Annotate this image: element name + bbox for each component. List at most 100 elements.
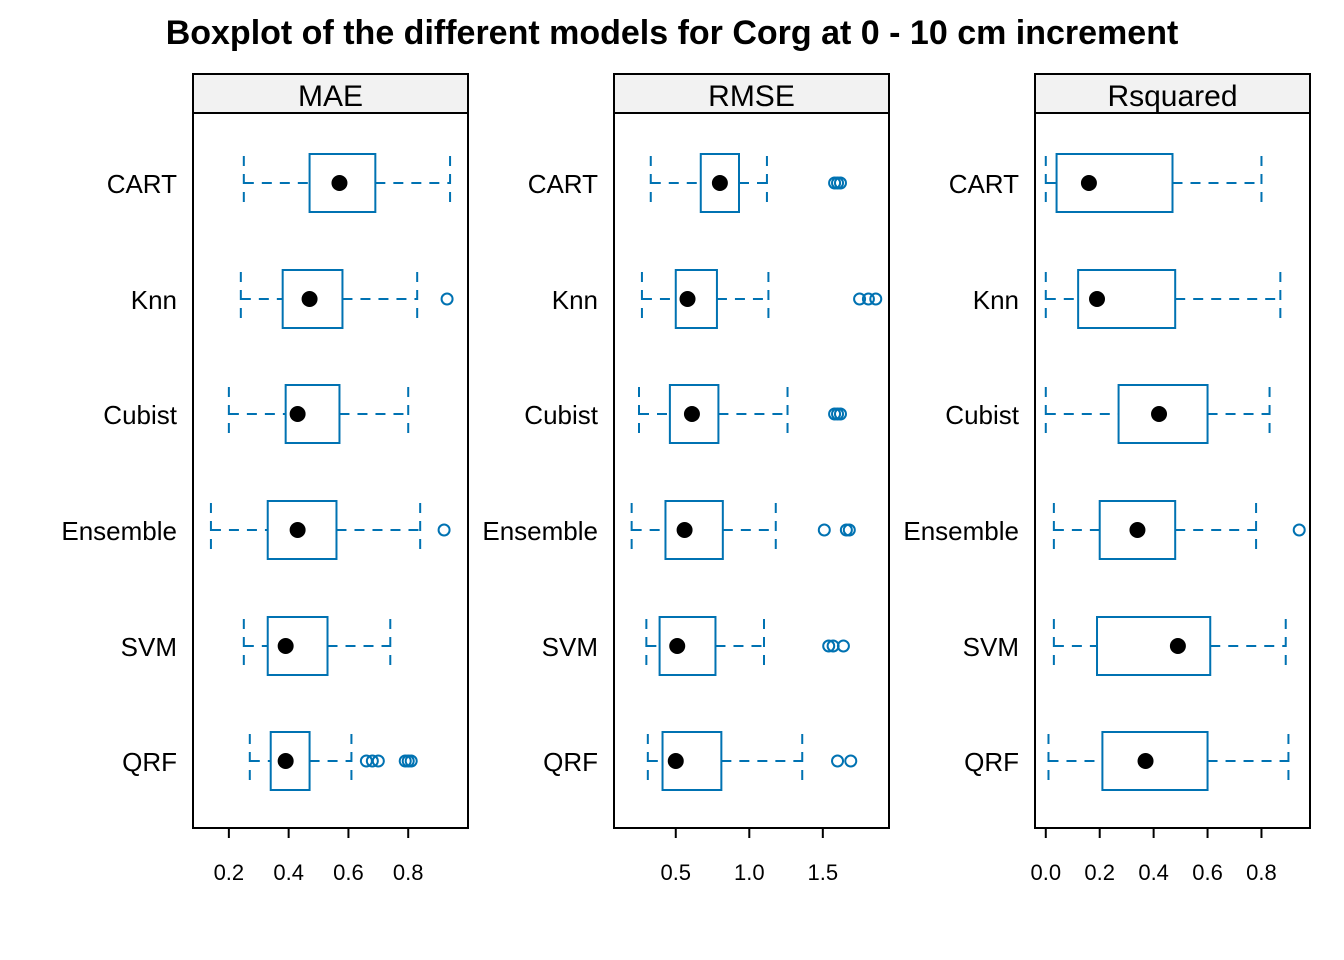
x-tick-label: 0.6 — [333, 860, 364, 885]
median-dot — [711, 175, 728, 191]
outlier-point — [440, 292, 454, 306]
category-label: Cubist — [524, 400, 598, 430]
x-tick-label: 0.5 — [660, 860, 691, 885]
box-svm — [645, 616, 850, 676]
box-svm — [1052, 616, 1287, 676]
box-svm — [242, 616, 392, 676]
panel-frame — [192, 112, 469, 829]
outlier-point — [831, 754, 845, 768]
box-cart — [242, 153, 452, 213]
category-label: Cubist — [945, 400, 1019, 430]
median-dot — [683, 406, 700, 422]
outlier-point — [833, 176, 847, 190]
box-ensemble — [209, 500, 451, 560]
iqr-box — [1096, 616, 1212, 676]
box-qrf — [248, 731, 418, 791]
x-tick-label: 1.5 — [808, 860, 839, 885]
median-dot — [1129, 522, 1146, 538]
panel-frame — [1034, 112, 1311, 829]
iqr-box — [668, 384, 720, 444]
median-dot — [1169, 638, 1186, 654]
x-tick-label: 0.0 — [1030, 860, 1061, 885]
category-label: Knn — [131, 285, 177, 315]
category-label: SVM — [121, 632, 177, 662]
iqr-box — [1117, 384, 1209, 444]
median-dot — [277, 753, 294, 769]
box-cubist — [638, 384, 847, 444]
category-label: CART — [107, 169, 177, 199]
outlier-point — [836, 639, 850, 653]
outlier-point — [365, 754, 379, 768]
median-dot — [1137, 753, 1154, 769]
outlier-point — [817, 523, 831, 537]
box-cart — [649, 153, 847, 213]
outlier-point — [844, 754, 858, 768]
outlier-point — [853, 292, 867, 306]
panel-strip — [192, 73, 469, 114]
panel-strip — [1034, 73, 1311, 114]
category-label: CART — [949, 169, 1019, 199]
median-dot — [679, 291, 696, 307]
outlier-point — [842, 523, 856, 537]
median-dot — [331, 175, 348, 191]
panels: MAE 0.2 0.4 0.6 0.8 CART Knn Cubist Ensemble SVM Q… — [61, 73, 1311, 885]
outlier-point — [371, 754, 385, 768]
panel-frame — [613, 112, 890, 829]
x-tick-label: 0.2 — [1084, 860, 1115, 885]
category-label: Ensemble — [61, 516, 177, 546]
outlier-point — [404, 754, 418, 768]
outlier-point — [833, 407, 847, 421]
category-label: Knn — [552, 285, 598, 315]
box-knn — [239, 269, 454, 329]
median-dot — [1089, 291, 1106, 307]
median-dot — [301, 291, 318, 307]
outlier-point — [822, 639, 836, 653]
panel-strip-label: RMSE — [708, 80, 795, 113]
iqr-box — [266, 616, 329, 676]
panel-rmse: RMSE 0.5 1.0 1.5 CART Knn Cubist Ensemble SVM QRF — [482, 73, 890, 885]
median-dot — [289, 522, 306, 538]
iqr-box — [1055, 153, 1174, 213]
iqr-box — [1101, 731, 1209, 791]
panel-strip-label: MAE — [298, 80, 363, 113]
box-cart — [1044, 153, 1263, 213]
category-label: CART — [528, 169, 598, 199]
box-qrf — [646, 731, 858, 791]
chart-title: Boxplot of the different models for Corg… — [166, 14, 1179, 52]
category-label: QRF — [543, 747, 598, 777]
x-tick-label: 0.4 — [1138, 860, 1169, 885]
category-label: QRF — [122, 747, 177, 777]
median-dot — [1151, 406, 1168, 422]
category-label: QRF — [964, 747, 1019, 777]
category-label: SVM — [963, 632, 1019, 662]
outlier-point — [1292, 523, 1306, 537]
x-tick-label: 0.8 — [1246, 860, 1277, 885]
median-dot — [289, 406, 306, 422]
box-ensemble — [1052, 500, 1306, 560]
panel-mae: MAE 0.2 0.4 0.6 0.8 CART Knn Cubist Ensemble SVM Q… — [61, 73, 469, 885]
category-label: Cubist — [103, 400, 177, 430]
median-dot — [669, 638, 686, 654]
box-ensemble — [630, 500, 856, 560]
x-tick-label: 0.4 — [273, 860, 304, 885]
category-label: Knn — [973, 285, 1019, 315]
iqr-box — [658, 616, 717, 676]
panel-rsquared: Rsquared 0.0 0.2 0.4 0.6 0.8 CART Knn Cubist Ense… — [903, 73, 1311, 885]
panel-strip-label: Rsquared — [1107, 80, 1237, 113]
x-tick-label: 1.0 — [734, 860, 765, 885]
box-knn — [640, 269, 883, 329]
median-dot — [676, 522, 693, 538]
iqr-box — [664, 500, 724, 560]
x-tick-label: 0.6 — [1192, 860, 1223, 885]
x-tick-label: 0.8 — [393, 860, 424, 885]
outlier-point — [861, 292, 875, 306]
category-label: Ensemble — [482, 516, 598, 546]
median-dot — [1080, 175, 1097, 191]
category-label: Ensemble — [903, 516, 1019, 546]
category-label: SVM — [542, 632, 598, 662]
outlier-point — [869, 292, 883, 306]
outlier-point — [437, 523, 451, 537]
box-qrf — [1047, 731, 1290, 791]
box-knn — [1044, 269, 1282, 329]
